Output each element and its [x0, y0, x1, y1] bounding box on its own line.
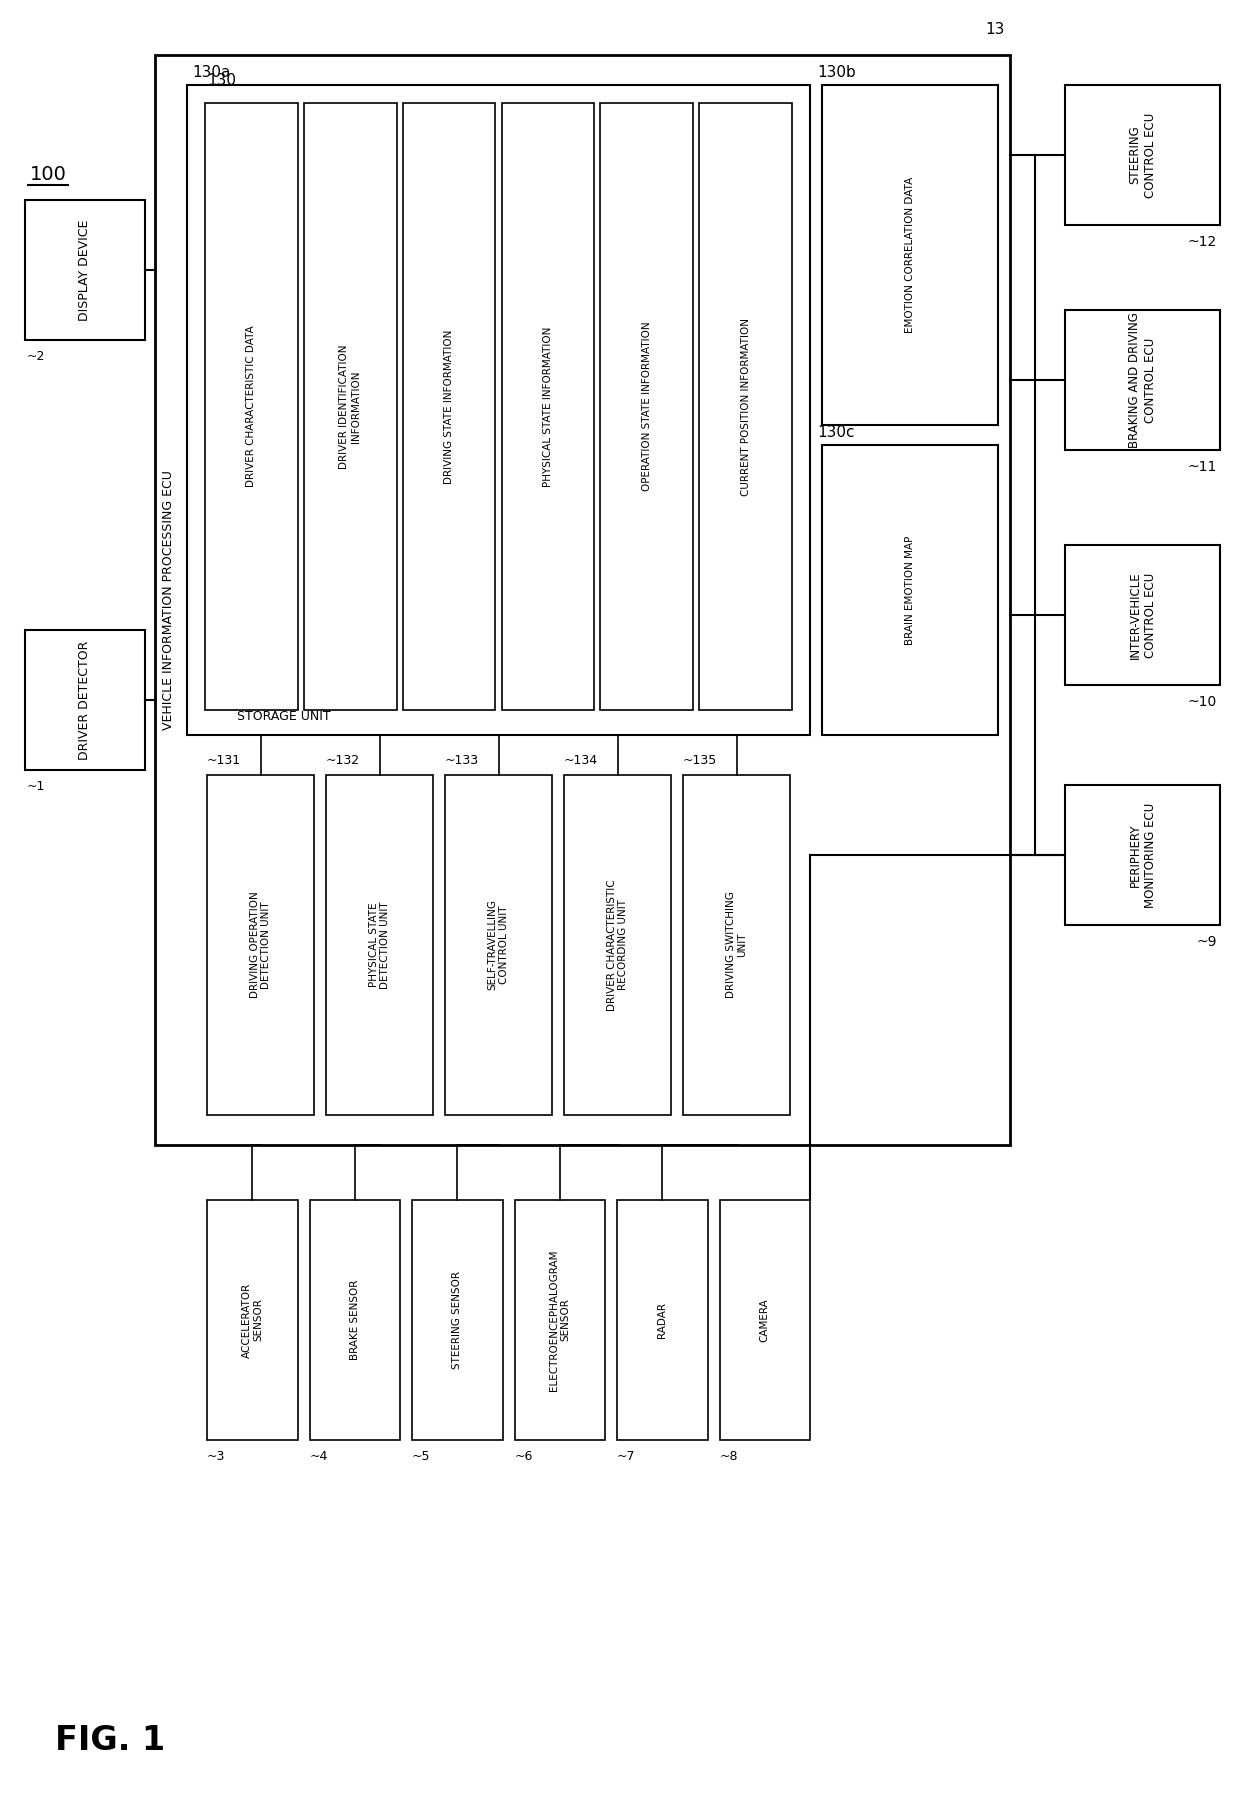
Text: ELECTROENCEPHALOGRAM
SENSOR: ELECTROENCEPHALOGRAM SENSOR — [549, 1248, 570, 1391]
Text: ~135: ~135 — [683, 754, 717, 767]
Text: 13: 13 — [986, 22, 1004, 38]
Text: ~8: ~8 — [719, 1450, 738, 1463]
Text: EMOTION CORRELATION DATA: EMOTION CORRELATION DATA — [905, 177, 915, 334]
Text: 130: 130 — [207, 72, 236, 88]
Text: DRIVER CHARACTERISTIC
RECORDING UNIT: DRIVER CHARACTERISTIC RECORDING UNIT — [606, 879, 629, 1010]
Text: ~134: ~134 — [564, 754, 598, 767]
Text: ~9: ~9 — [1197, 934, 1216, 949]
Bar — [699, 103, 792, 711]
Text: BRAIN EMOTION MAP: BRAIN EMOTION MAP — [905, 536, 915, 644]
Bar — [600, 103, 693, 711]
Bar — [205, 103, 298, 711]
Text: ~133: ~133 — [445, 754, 479, 767]
Text: DRIVING SWITCHING
UNIT: DRIVING SWITCHING UNIT — [725, 891, 748, 998]
Text: ~6: ~6 — [515, 1450, 533, 1463]
Bar — [683, 776, 790, 1115]
Text: 130a: 130a — [192, 65, 231, 79]
Bar — [25, 200, 145, 339]
Bar — [822, 446, 998, 734]
Bar — [187, 85, 810, 734]
Bar — [25, 630, 145, 770]
Text: ~132: ~132 — [326, 754, 360, 767]
Text: BRAKING AND DRIVING
CONTROL ECU: BRAKING AND DRIVING CONTROL ECU — [1128, 312, 1157, 447]
Text: DRIVING OPERATION
DETECTION UNIT: DRIVING OPERATION DETECTION UNIT — [249, 891, 272, 998]
Text: ~10: ~10 — [1188, 695, 1216, 709]
Text: STEERING
CONTROL ECU: STEERING CONTROL ECU — [1128, 112, 1157, 198]
Bar — [1065, 85, 1220, 226]
Text: ~5: ~5 — [412, 1450, 430, 1463]
Text: ~7: ~7 — [618, 1450, 635, 1463]
Text: DRIVING STATE INFORMATION: DRIVING STATE INFORMATION — [444, 330, 454, 483]
Bar — [1065, 310, 1220, 449]
Text: DRIVER CHARACTERISTIC DATA: DRIVER CHARACTERISTIC DATA — [247, 327, 257, 487]
Text: DRIVER DETECTOR: DRIVER DETECTOR — [78, 640, 92, 759]
Bar — [310, 1200, 401, 1440]
Text: OPERATION STATE INFORMATION: OPERATION STATE INFORMATION — [642, 321, 652, 491]
Text: STORAGE UNIT: STORAGE UNIT — [237, 711, 331, 723]
Bar — [822, 85, 998, 426]
Bar — [501, 103, 594, 711]
Text: 130b: 130b — [817, 65, 856, 79]
Bar — [618, 1200, 708, 1440]
Text: ~11: ~11 — [1188, 460, 1216, 474]
Bar — [515, 1200, 605, 1440]
Text: DRIVER IDENTIFICATION
INFORMATION: DRIVER IDENTIFICATION INFORMATION — [340, 345, 361, 469]
Text: ~1: ~1 — [27, 779, 46, 794]
Text: ~131: ~131 — [207, 754, 241, 767]
Text: ~4: ~4 — [310, 1450, 327, 1463]
Text: PERIPHERY
MONITORING ECU: PERIPHERY MONITORING ECU — [1128, 803, 1157, 907]
Text: FIG. 1: FIG. 1 — [55, 1723, 165, 1757]
Bar — [412, 1200, 502, 1440]
Bar — [1065, 785, 1220, 925]
Text: CAMERA: CAMERA — [760, 1299, 770, 1342]
Bar — [403, 103, 496, 711]
Bar — [1065, 545, 1220, 686]
Text: VEHICLE INFORMATION PROCESSING ECU: VEHICLE INFORMATION PROCESSING ECU — [162, 471, 176, 731]
Text: CURRENT POSITION INFORMATION: CURRENT POSITION INFORMATION — [740, 318, 750, 496]
Bar — [445, 776, 552, 1115]
Text: 130c: 130c — [817, 426, 854, 440]
Text: RADAR: RADAR — [657, 1302, 667, 1339]
Bar — [304, 103, 397, 711]
Text: SELF-TRAVELLING
CONTROL UNIT: SELF-TRAVELLING CONTROL UNIT — [487, 900, 510, 990]
Text: ~12: ~12 — [1188, 235, 1216, 249]
Text: ~3: ~3 — [207, 1450, 226, 1463]
Text: ACCELERATOR
SENSOR: ACCELERATOR SENSOR — [242, 1283, 263, 1358]
Bar — [719, 1200, 810, 1440]
Bar — [564, 776, 671, 1115]
Bar — [326, 776, 433, 1115]
Text: INTER-VEHICLE
CONTROL ECU: INTER-VEHICLE CONTROL ECU — [1128, 572, 1157, 658]
Text: STEERING SENSOR: STEERING SENSOR — [453, 1272, 463, 1369]
Text: PHYSICAL STATE INFORMATION: PHYSICAL STATE INFORMATION — [543, 327, 553, 487]
Bar — [207, 776, 314, 1115]
Bar — [155, 54, 1011, 1146]
Text: PHYSICAL STATE
DETECTION UNIT: PHYSICAL STATE DETECTION UNIT — [368, 902, 391, 989]
Text: ~2: ~2 — [27, 350, 46, 363]
Bar — [207, 1200, 298, 1440]
Text: BRAKE SENSOR: BRAKE SENSOR — [350, 1279, 360, 1360]
Text: DISPLAY DEVICE: DISPLAY DEVICE — [78, 220, 92, 321]
Text: 100: 100 — [30, 166, 67, 184]
